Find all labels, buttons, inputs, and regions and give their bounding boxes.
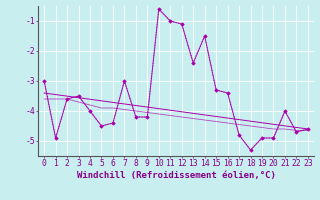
X-axis label: Windchill (Refroidissement éolien,°C): Windchill (Refroidissement éolien,°C)	[76, 171, 276, 180]
